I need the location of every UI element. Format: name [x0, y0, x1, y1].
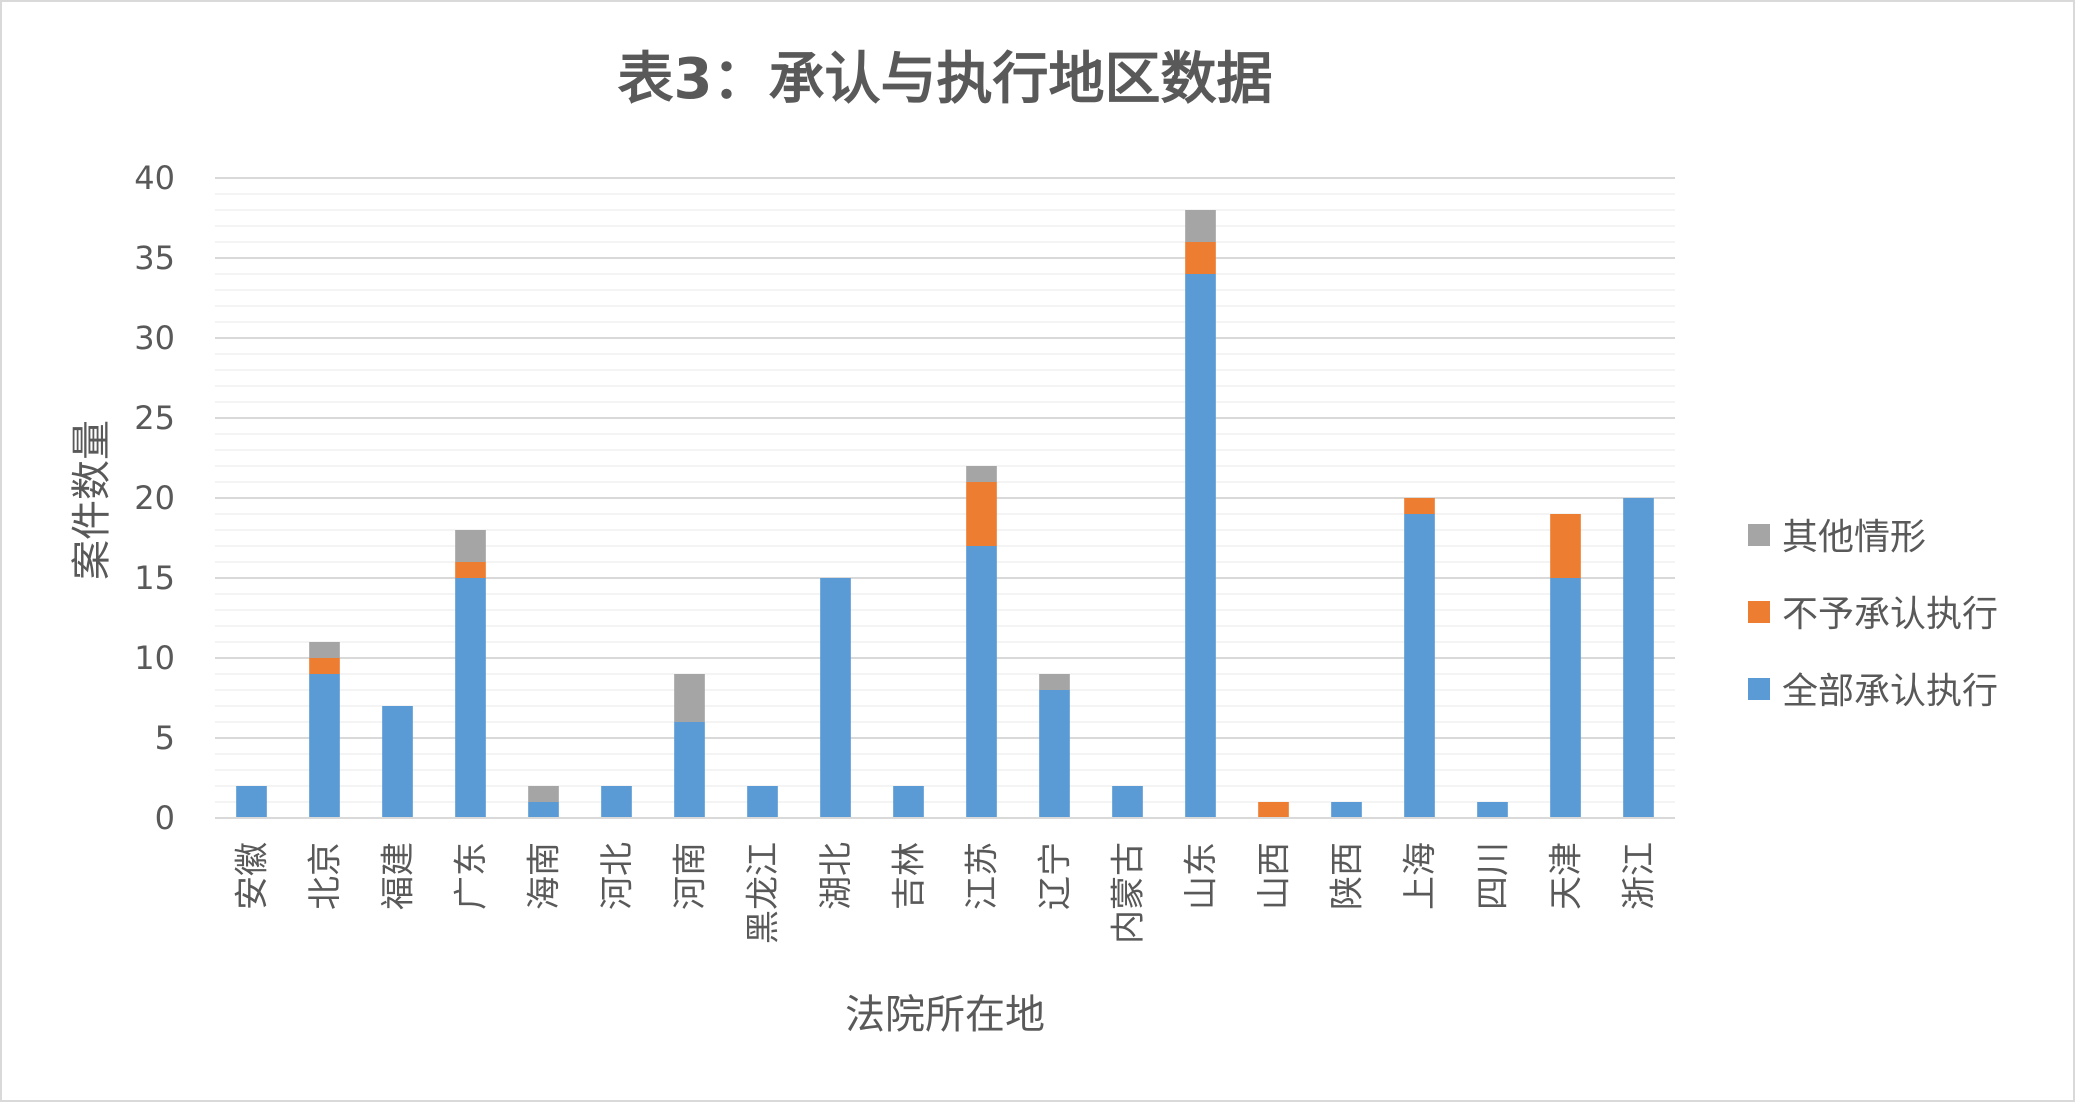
y-tick-label: 10 — [134, 639, 175, 677]
y-tick-label: 40 — [134, 159, 175, 197]
x-category-label: 山东 — [1182, 842, 1222, 910]
x-category-label: 浙江 — [1620, 842, 1660, 910]
bar-segment — [528, 802, 559, 818]
bar-segment — [1258, 802, 1289, 818]
legend-swatch — [1748, 524, 1770, 546]
x-category-label: 上海 — [1401, 842, 1441, 910]
legend-swatch — [1748, 678, 1770, 700]
x-category-label: 山西 — [1255, 842, 1295, 910]
x-category-label: 吉林 — [890, 842, 930, 910]
bar-segment — [966, 482, 997, 546]
bar-segment — [674, 722, 705, 818]
x-category-label: 湖北 — [817, 842, 857, 910]
y-tick-label: 25 — [134, 399, 175, 437]
bars — [236, 210, 1654, 818]
bar-segment — [966, 546, 997, 818]
x-category-label: 辽宁 — [1036, 842, 1076, 910]
bar-segment — [1185, 242, 1216, 274]
bar-segment — [674, 674, 705, 722]
x-category-label: 河北 — [598, 842, 638, 910]
bar-segment — [1331, 802, 1362, 818]
x-axis-title: 法院所在地 — [845, 992, 1045, 1038]
bar-segment — [601, 786, 632, 818]
legend-label: 不予承认执行 — [1782, 594, 1998, 635]
bar-segment — [1185, 210, 1216, 242]
x-category-label: 河南 — [671, 842, 711, 910]
bar-segment — [1477, 802, 1508, 818]
bar-segment — [893, 786, 924, 818]
legend-swatch — [1748, 601, 1770, 623]
bar-segment — [1039, 674, 1070, 690]
bar-segment — [1623, 498, 1654, 818]
bar-segment — [309, 674, 340, 818]
y-tick-label: 20 — [134, 479, 175, 517]
y-tick-label: 5 — [155, 719, 175, 757]
y-tick-label: 15 — [134, 559, 175, 597]
x-category-label: 内蒙古 — [1109, 842, 1149, 944]
x-category-label: 安徽 — [233, 842, 273, 910]
bar-segment — [528, 786, 559, 802]
y-axis-title: 案件数量 — [69, 420, 115, 580]
x-category-label: 海南 — [525, 842, 565, 910]
y-axis-ticks: 0 5 10 15 20 25 30 35 40 — [134, 159, 175, 837]
legend-label: 其他情形 — [1782, 517, 1926, 558]
x-category-label: 四川 — [1474, 842, 1514, 910]
bar-segment — [455, 530, 486, 562]
bar-segment — [1550, 578, 1581, 818]
bar-segment — [455, 562, 486, 578]
y-tick-label: 30 — [134, 319, 175, 357]
x-axis-labels: 安徽 北京 福建 广东 海南 河北 河南 黑龙江 湖北 吉林 江苏 辽宁 内蒙古 山东 山西 陕西 上海 四川 天津… — [233, 842, 1660, 944]
gridlines — [215, 177, 1675, 819]
y-tick-label: 0 — [155, 799, 175, 837]
bar-segment — [1185, 274, 1216, 818]
bar-segment — [1404, 498, 1435, 514]
x-category-label: 陕西 — [1328, 842, 1368, 910]
bar-segment — [309, 658, 340, 674]
bar-segment — [236, 786, 267, 818]
y-tick-label: 35 — [134, 239, 175, 277]
bar-segment — [820, 578, 851, 818]
x-category-label: 天津 — [1547, 842, 1587, 910]
x-category-label: 福建 — [379, 842, 419, 910]
bar-segment — [1550, 514, 1581, 578]
x-category-label: 黑龙江 — [744, 842, 784, 944]
x-category-label: 北京 — [306, 842, 346, 910]
bar-segment — [747, 786, 778, 818]
x-category-label: 江苏 — [963, 842, 1003, 910]
bar-segment — [455, 578, 486, 818]
bar-segment — [1404, 514, 1435, 818]
bar-segment — [309, 642, 340, 658]
bar-segment — [382, 706, 413, 818]
bar-segment — [1112, 786, 1143, 818]
chart-title: 表3：承认与执行地区数据 — [618, 47, 1273, 112]
legend-label: 全部承认执行 — [1782, 671, 1998, 712]
x-category-label: 广东 — [452, 842, 492, 910]
bar-segment — [1039, 690, 1070, 818]
bar-segment — [966, 466, 997, 482]
